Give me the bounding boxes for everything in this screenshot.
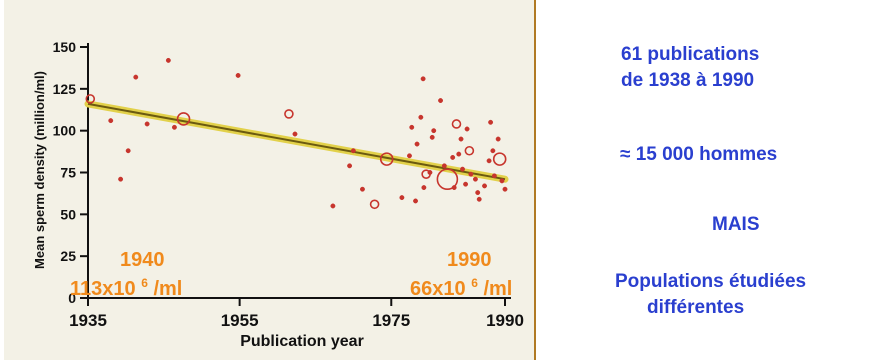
scatter-chart: 0 25 50 75 100 125 150 1935 1955 1975 1990 Publica… bbox=[32, 39, 524, 350]
y-tick-label: 25 bbox=[60, 248, 76, 264]
data-point bbox=[438, 98, 444, 103]
annotation-right-value: 66x10 6 /ml bbox=[410, 270, 512, 300]
data-point bbox=[118, 176, 124, 182]
x-axis-label: Publication year bbox=[240, 333, 364, 350]
data-point bbox=[476, 196, 482, 202]
data-point bbox=[235, 72, 241, 78]
data-point bbox=[176, 112, 191, 126]
publication-date-range: de 1938 à 1990 bbox=[621, 70, 755, 91]
data-point bbox=[409, 124, 415, 130]
data-point bbox=[360, 186, 365, 192]
data-point bbox=[413, 198, 418, 204]
publications-count: 61 publications bbox=[621, 44, 760, 65]
annotation-left-prefix: 113x10 bbox=[70, 278, 136, 300]
data-point bbox=[482, 183, 487, 189]
data-point bbox=[460, 166, 465, 172]
data-point bbox=[499, 178, 505, 184]
differentes-line: différentes bbox=[647, 297, 745, 318]
data-point bbox=[468, 171, 474, 177]
data-point bbox=[379, 152, 394, 166]
data-point bbox=[414, 141, 420, 147]
y-tick-label: 100 bbox=[53, 123, 77, 139]
annotation-right-exp: 6 bbox=[471, 276, 478, 290]
data-point bbox=[399, 195, 405, 201]
data-point bbox=[144, 121, 150, 127]
data-point bbox=[491, 173, 497, 179]
data-point bbox=[490, 148, 496, 154]
annotation-right-unit: /ml bbox=[483, 278, 512, 300]
data-point bbox=[429, 134, 435, 140]
data-point bbox=[436, 168, 459, 190]
y-tick-label: 0 bbox=[68, 290, 76, 306]
data-point bbox=[350, 148, 356, 154]
annotation-left-unit: /ml bbox=[153, 278, 182, 300]
x-tick-label: 1955 bbox=[221, 311, 259, 330]
data-point bbox=[458, 136, 464, 142]
data-point bbox=[492, 152, 507, 166]
side-notes: 61 publications de 1938 à 1990 ≈ 15 000 … bbox=[560, 0, 876, 360]
y-tick-label: 125 bbox=[53, 81, 77, 97]
data-point bbox=[463, 181, 469, 187]
data-point bbox=[456, 151, 462, 157]
data-point bbox=[464, 145, 475, 156]
x-tick-label: 1975 bbox=[372, 311, 410, 330]
data-point bbox=[171, 124, 177, 130]
x-tick-label: 1935 bbox=[69, 311, 107, 330]
data-point bbox=[284, 109, 294, 119]
data-point bbox=[108, 118, 114, 124]
data-point bbox=[85, 94, 96, 104]
data-point bbox=[427, 170, 433, 175]
y-axis-label: Mean sperm density (million/ml) bbox=[32, 71, 47, 269]
chart-axes bbox=[80, 43, 511, 306]
regression-line bbox=[87, 102, 506, 181]
data-point bbox=[486, 158, 492, 164]
data-point bbox=[450, 154, 456, 160]
tick-labels: 0 25 50 75 100 125 150 1935 1955 1975 1990 bbox=[53, 39, 524, 330]
data-point bbox=[431, 128, 437, 134]
data-point bbox=[441, 163, 447, 169]
data-point bbox=[125, 148, 131, 154]
data-point bbox=[495, 136, 501, 142]
data-points bbox=[85, 57, 508, 210]
y-tick-label: 50 bbox=[60, 206, 76, 222]
data-point bbox=[472, 176, 478, 182]
annotation-right-year: 1990 bbox=[447, 249, 492, 271]
data-point bbox=[502, 186, 508, 192]
annotation-left-year: 1940 bbox=[120, 249, 165, 271]
regression-line-group bbox=[84, 100, 509, 183]
annotation-right-prefix: 66x10 bbox=[410, 278, 466, 300]
data-point bbox=[421, 185, 427, 191]
x-tick-label: 1990 bbox=[486, 311, 524, 330]
mais-label: MAIS bbox=[712, 214, 760, 235]
chart-panel: 0 25 50 75 100 125 150 1935 1955 1975 1990 Publica… bbox=[4, 0, 536, 360]
data-point bbox=[330, 203, 336, 209]
annotation-left-value: 113x10 6 /ml bbox=[70, 270, 182, 300]
data-point bbox=[451, 185, 457, 191]
annotation-left-exp: 6 bbox=[141, 276, 148, 290]
data-point bbox=[464, 126, 470, 132]
data-point bbox=[475, 190, 481, 196]
data-point bbox=[165, 57, 171, 63]
data-point bbox=[420, 76, 426, 82]
data-point bbox=[451, 119, 462, 129]
data-point bbox=[488, 119, 494, 125]
populations-line: Populations étudiées bbox=[615, 271, 807, 292]
y-tick-label: 150 bbox=[53, 39, 77, 55]
data-point bbox=[369, 199, 380, 210]
y-tick-label: 75 bbox=[60, 165, 76, 181]
data-point bbox=[407, 153, 412, 159]
data-point bbox=[418, 114, 424, 120]
data-point bbox=[133, 74, 139, 80]
data-point bbox=[347, 163, 353, 169]
data-point bbox=[292, 131, 298, 137]
men-count: ≈ 15 000 hommes bbox=[620, 144, 778, 165]
